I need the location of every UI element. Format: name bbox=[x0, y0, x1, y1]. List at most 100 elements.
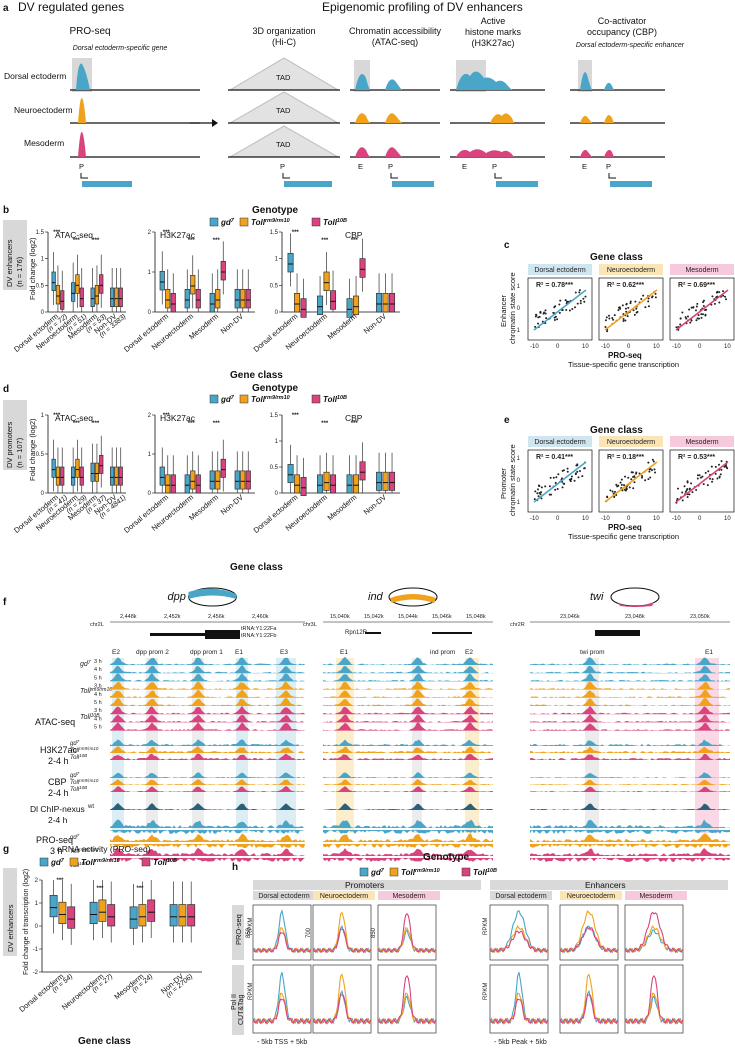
plot-frame bbox=[598, 277, 664, 341]
gene-model bbox=[365, 632, 381, 634]
scatter-point bbox=[574, 306, 577, 309]
tad-label: TAD bbox=[276, 73, 291, 82]
plot-frame bbox=[527, 449, 593, 513]
genotype-sup: rm9/rm10 bbox=[79, 746, 99, 751]
time-label: 3 h bbox=[94, 659, 102, 665]
boxplot-d-h3k27ac: 012 H3K27ac***Dorsal ectoderm***Neuroecto… bbox=[122, 413, 255, 535]
scatter-point bbox=[628, 486, 631, 489]
box bbox=[79, 466, 84, 486]
scatter-point bbox=[725, 298, 728, 301]
scatter-point bbox=[570, 478, 573, 481]
profile-frame bbox=[312, 904, 372, 961]
profile-frame bbox=[377, 964, 437, 1034]
x-tick-label: 10 bbox=[724, 344, 731, 350]
category-label: Non-DV bbox=[219, 312, 245, 336]
scatter-point bbox=[710, 465, 713, 468]
box bbox=[71, 282, 76, 302]
panel-e-title: Gene class bbox=[590, 425, 643, 436]
scatter-point bbox=[675, 326, 678, 329]
scatter-point bbox=[686, 481, 689, 484]
r2-label: R² = 0.69*** bbox=[678, 282, 715, 289]
y-tick-label: 2 bbox=[148, 413, 152, 419]
class-label: Dorsal ectoderm bbox=[534, 439, 586, 446]
scatter-point bbox=[695, 319, 698, 322]
row-header bbox=[232, 905, 244, 960]
scatter-point bbox=[633, 313, 636, 316]
significance: *** bbox=[73, 238, 81, 244]
y-tick-label: 0 bbox=[35, 924, 39, 930]
x-tick-label: -10 bbox=[672, 344, 681, 350]
legend-label: Toll10B bbox=[323, 395, 347, 404]
genotype-legend: gd7 Tollrm9/rm10 Toll10B bbox=[209, 217, 347, 227]
scatter-point bbox=[544, 309, 547, 312]
box bbox=[215, 288, 221, 309]
row-label: CUT&Tag bbox=[238, 995, 245, 1025]
y-label: Enhancer bbox=[499, 294, 508, 327]
genotype-label: Toll10B bbox=[80, 713, 100, 721]
col-title-3d: 3D organization bbox=[252, 26, 315, 36]
signal-track bbox=[323, 772, 493, 778]
class-header bbox=[378, 891, 440, 900]
signal-track bbox=[323, 848, 493, 856]
box bbox=[330, 290, 337, 310]
scatter-point bbox=[576, 470, 579, 473]
scatter-point bbox=[607, 314, 610, 317]
group-header bbox=[490, 880, 728, 890]
scatter-point bbox=[701, 475, 704, 478]
p-label: P bbox=[606, 162, 611, 171]
assay-title: H3K27ac bbox=[160, 230, 196, 240]
box bbox=[114, 287, 119, 308]
coord-label: 15,040k bbox=[330, 614, 350, 620]
scatter-point bbox=[606, 330, 609, 333]
genotype-legend: gd7 Tollrm9/rm10 Toll10B bbox=[39, 857, 177, 867]
box bbox=[55, 284, 61, 305]
signal-track bbox=[110, 772, 305, 778]
gene-model bbox=[432, 632, 472, 634]
scatter-point bbox=[611, 317, 614, 320]
box bbox=[190, 274, 196, 295]
y-tick-label: -1 bbox=[515, 328, 521, 334]
panel-f-letter: f bbox=[3, 597, 7, 608]
scatter-point bbox=[696, 302, 699, 305]
signal-track bbox=[530, 665, 730, 674]
panel-b: b Genotype gd7 Tollrm9/rm10 Toll10B DV enh… bbox=[3, 205, 400, 381]
ylabel-fc: Fold change (log2) bbox=[28, 418, 37, 481]
scatter-point bbox=[648, 470, 651, 473]
scatter-point bbox=[695, 305, 698, 308]
scatter-point bbox=[616, 485, 619, 488]
legend-label: Toll10B bbox=[323, 218, 347, 227]
rpkm-label: RPKM bbox=[483, 918, 489, 935]
signal-track-neg bbox=[530, 858, 730, 862]
track-label: 3 h bbox=[50, 846, 63, 856]
xlabel-d: Gene class bbox=[230, 562, 283, 573]
time-label: 5 h bbox=[94, 675, 102, 681]
significance: *** bbox=[351, 421, 359, 427]
signal-track bbox=[530, 714, 730, 723]
coord-label: 23,046k bbox=[560, 614, 580, 620]
y-tick-label: 1 bbox=[517, 456, 521, 462]
scatter-point bbox=[652, 460, 655, 463]
scatter-point bbox=[625, 310, 628, 313]
time-label: 5 h bbox=[94, 700, 102, 706]
legend-swatch bbox=[141, 857, 151, 867]
scatter-point bbox=[694, 309, 697, 312]
significance: *** bbox=[92, 238, 100, 244]
box bbox=[300, 298, 307, 318]
assay-title: H3K27ac bbox=[160, 413, 196, 423]
x-tick-label: 0 bbox=[556, 344, 560, 350]
y-tick-label: 0 bbox=[275, 310, 279, 316]
panel-h-title: Genotype bbox=[423, 852, 470, 863]
scatter-point bbox=[649, 467, 652, 470]
embryo-domain bbox=[618, 602, 654, 607]
y-tick-label: -1 bbox=[33, 947, 39, 953]
box bbox=[376, 292, 383, 313]
col-title-atac2: (ATAC-seq) bbox=[372, 37, 418, 47]
scatter-point bbox=[537, 316, 540, 319]
box bbox=[118, 466, 123, 486]
r2-label: R² = 0.41*** bbox=[536, 454, 573, 461]
genotype-label: gd7 bbox=[70, 833, 80, 841]
significance: *** bbox=[56, 878, 64, 884]
box bbox=[178, 904, 187, 927]
box bbox=[58, 901, 67, 925]
scatter-point bbox=[538, 491, 541, 494]
